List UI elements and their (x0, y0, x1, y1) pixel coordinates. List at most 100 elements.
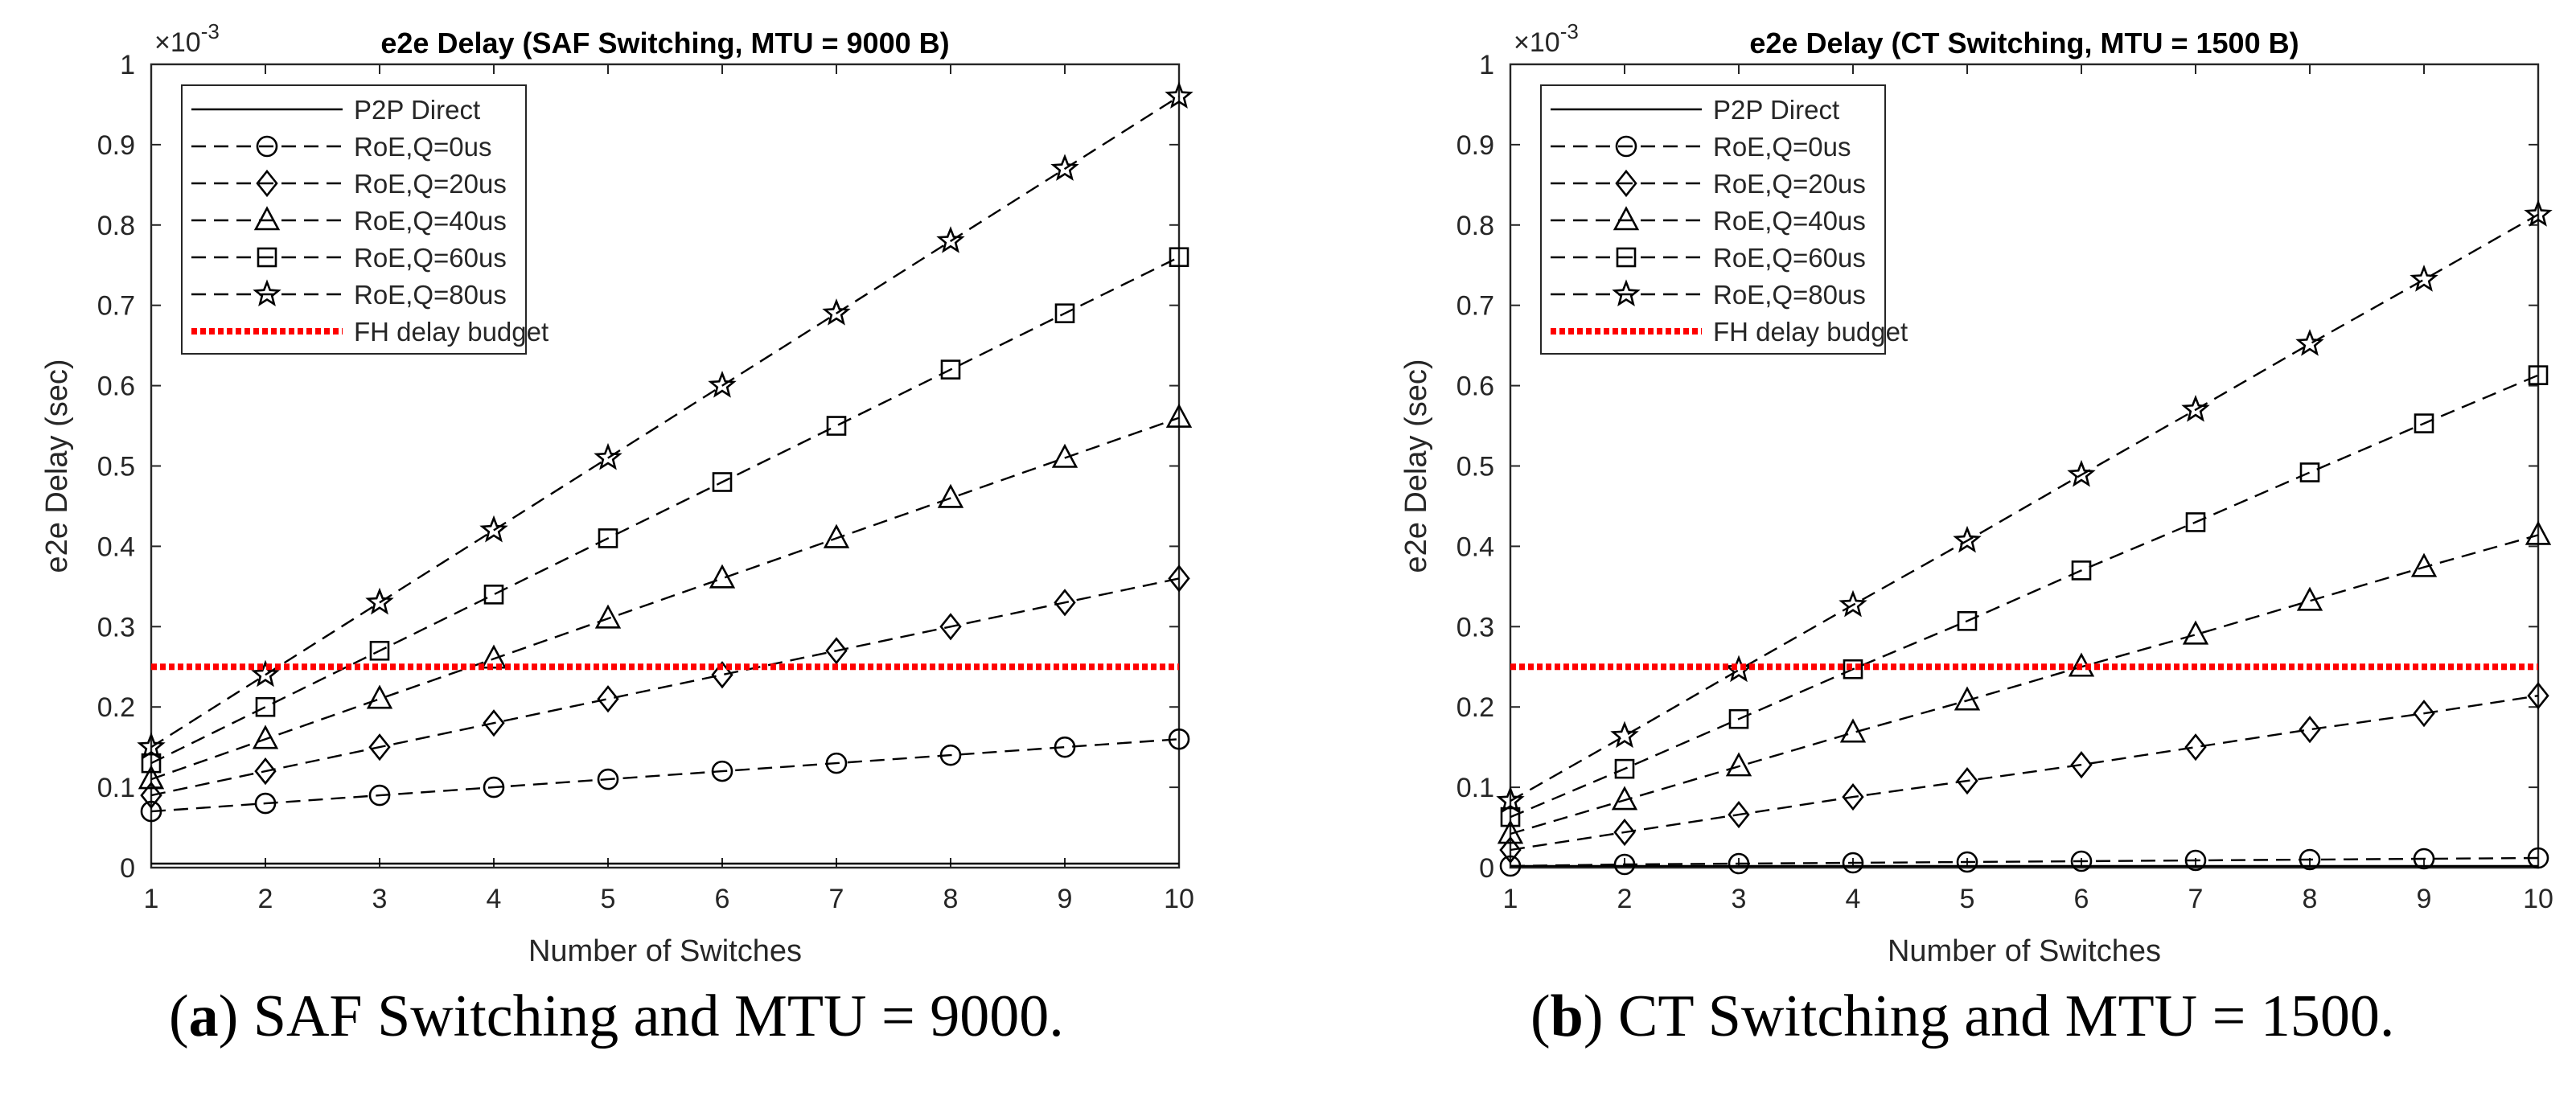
data-point (2528, 365, 2549, 385)
x-tick-label: 3 (1732, 884, 1747, 914)
data-point (939, 613, 962, 641)
y-scale-factor: ×10-3 (154, 19, 220, 58)
data-point (1724, 655, 1753, 683)
x-tick-label: 1 (144, 884, 159, 914)
chart-panel-2: 1 2 3 4 5 6 7 8 9 10 0 0.1 0.2 0.3 0.4 0.5 0.6 0.7 0.8 0.9 1… (1399, 19, 2553, 968)
data-point (2299, 716, 2321, 744)
data-point (2182, 620, 2209, 645)
data-point (2413, 700, 2435, 728)
legend-label: FH delay budget (1713, 317, 1908, 347)
legend-label: RoE,Q=80us (1713, 280, 1866, 310)
series-line (150, 577, 1180, 797)
x-tick-label: 1 (1503, 884, 1518, 914)
y-tick-label: 0.4 (1456, 532, 1494, 562)
x-tick-label: 5 (1960, 884, 1975, 914)
data-point (939, 744, 962, 766)
y-scale-exponent: -3 (1560, 19, 1579, 43)
legend-label: RoE,Q=40us (354, 206, 507, 236)
data-point (368, 733, 391, 761)
legend-marker (257, 247, 277, 268)
data-point (1168, 564, 1190, 593)
legend-label: RoE,Q=20us (1713, 169, 1866, 199)
x-axis-label: Number of Switches (528, 934, 802, 968)
data-point (2524, 199, 2553, 227)
data-point (483, 776, 505, 798)
data-point (712, 472, 733, 492)
data-point (1842, 783, 1864, 811)
series-4 (138, 403, 1193, 790)
data-point (2410, 265, 2438, 292)
data-point (1054, 736, 1076, 758)
data-point (594, 604, 622, 629)
x-tick-label: 3 (372, 884, 388, 914)
data-point (1614, 758, 1635, 779)
subcaption-a: (a) SAF Switching and MTU = 9000. (169, 983, 1064, 1049)
data-point (1954, 686, 1981, 711)
data-point (479, 515, 508, 543)
subcaption-a-text: SAF Switching and MTU = 9000. (253, 983, 1064, 1049)
data-point (1051, 443, 1078, 468)
data-point (1842, 852, 1864, 874)
series-5 (141, 247, 1189, 774)
data-point (937, 483, 964, 508)
legend-label: RoE,Q=80us (354, 280, 507, 310)
series-line (1510, 856, 2539, 868)
y-scale-factor: ×10-3 (1514, 19, 1579, 58)
data-point (2070, 751, 2093, 779)
data-point (2299, 848, 2321, 871)
data-point (709, 564, 736, 589)
chart-title: e2e Delay (SAF Switching, MTU = 9000 B) (380, 27, 949, 60)
data-point (483, 585, 504, 605)
y-tick-label: 0.1 (97, 773, 135, 803)
series-3 (140, 564, 1190, 810)
legend-marker (1613, 206, 1640, 231)
chart-title: e2e Delay (CT Switching, MTU = 1500 B) (1749, 27, 2299, 60)
x-axis-label: Number of Switches (1888, 934, 2161, 968)
legend-label: P2P Direct (354, 95, 480, 125)
y-tick-label: 0.7 (1456, 291, 1494, 322)
y-tick-label: 0.9 (97, 130, 135, 161)
series-6 (137, 81, 1194, 760)
x-tick-label: 7 (829, 884, 844, 914)
data-point (1843, 659, 1863, 679)
data-point (1165, 81, 1194, 109)
data-point (594, 442, 622, 470)
legend-marker (1616, 247, 1637, 268)
legend-label: RoE,Q=20us (354, 169, 507, 199)
data-point (1728, 800, 1750, 829)
data-point (823, 523, 850, 548)
x-tick-label: 8 (2303, 884, 2318, 914)
data-point (711, 661, 733, 689)
data-point (1728, 852, 1750, 875)
y-tick-label: 0 (120, 853, 135, 884)
series-line (1510, 374, 2539, 819)
data-point (822, 298, 851, 326)
series-2 (1499, 847, 2549, 877)
data-point (597, 685, 619, 713)
data-point (1497, 819, 1524, 844)
y-tick-label: 1 (1479, 50, 1494, 80)
data-point (2184, 733, 2207, 761)
data-point (141, 753, 162, 774)
x-tick-label: 2 (258, 884, 273, 914)
data-point (2410, 552, 2438, 577)
series-5 (1500, 365, 2549, 827)
series-4 (1497, 520, 2552, 844)
y-tick-label: 0 (1479, 853, 1494, 884)
data-point (137, 732, 166, 760)
series-line (1510, 695, 2539, 852)
data-point (368, 784, 391, 807)
data-point (2067, 459, 2096, 487)
legend-marker (1615, 169, 1637, 198)
legend: P2P Direct RoE,Q=0us RoE,Q=20us RoE,Q=40us R… (1540, 84, 1908, 355)
y-tick-label: 0.2 (1456, 692, 1494, 723)
y-tick-label: 0.8 (1456, 211, 1494, 241)
x-tick-label: 4 (487, 884, 502, 914)
data-point (1725, 752, 1752, 777)
y-tick-label: 0.8 (97, 211, 135, 241)
data-point (480, 644, 507, 669)
legend-marker (253, 206, 281, 231)
x-tick-label: 8 (943, 884, 959, 914)
series-line (150, 417, 1180, 781)
